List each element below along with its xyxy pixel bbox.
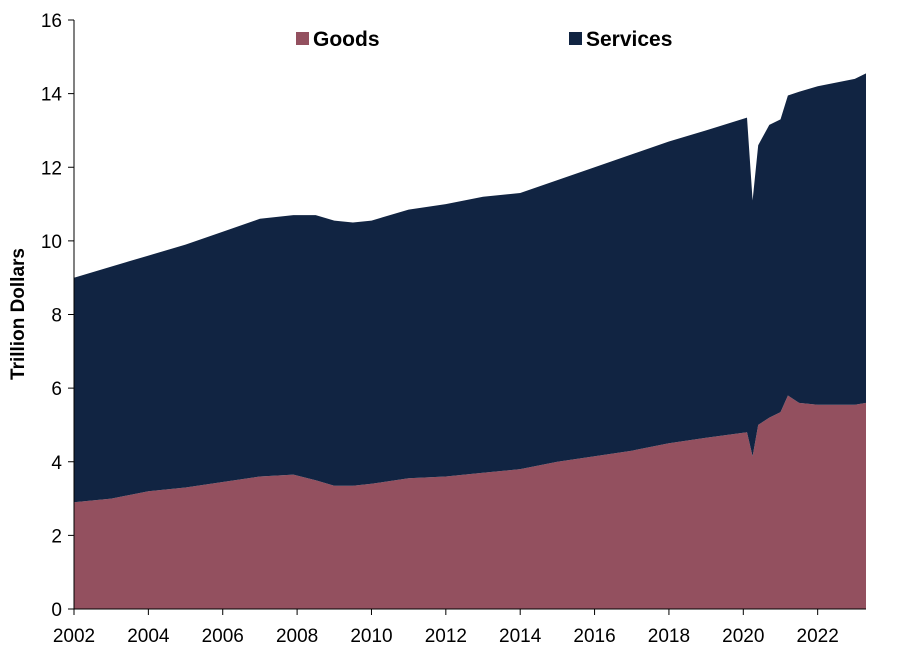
area-series-goods bbox=[74, 395, 866, 609]
x-tick-label-2020: 2020 bbox=[722, 626, 764, 647]
y-axis-title: Trillion Dollars bbox=[8, 248, 29, 380]
area-series-services bbox=[74, 73, 866, 503]
y-tick-label-10: 10 bbox=[41, 232, 62, 253]
legend-swatch-services bbox=[569, 32, 582, 45]
x-tick-label-2006: 2006 bbox=[202, 626, 244, 647]
y-tick-label-16: 16 bbox=[41, 11, 62, 32]
y-tick-label-0: 0 bbox=[51, 600, 62, 621]
x-tick-label-2014: 2014 bbox=[499, 626, 542, 647]
x-tick-label-2022: 2022 bbox=[797, 626, 839, 647]
legend: Goods Services bbox=[296, 28, 672, 51]
x-tick-label-2004: 2004 bbox=[127, 626, 170, 647]
y-tick-label-8: 8 bbox=[51, 306, 62, 327]
x-tick-label-2010: 2010 bbox=[350, 626, 392, 647]
legend-label-goods: Goods bbox=[313, 28, 380, 51]
legend-swatch-goods bbox=[296, 32, 309, 45]
y-tick-label-12: 12 bbox=[41, 158, 62, 179]
y-tick-label-4: 4 bbox=[51, 453, 62, 474]
x-tick-label-2012: 2012 bbox=[425, 626, 467, 647]
x-tick-label-2018: 2018 bbox=[648, 626, 690, 647]
x-tick-label-2008: 2008 bbox=[276, 626, 318, 647]
legend-label-services: Services bbox=[586, 28, 672, 51]
y-tick-label-14: 14 bbox=[41, 85, 63, 106]
area-layer bbox=[74, 73, 866, 609]
x-tick-label-2016: 2016 bbox=[573, 626, 615, 647]
x-tick-label-2002: 2002 bbox=[53, 626, 95, 647]
axes-layer: 0 2 4 6 8 10 12 14 16 2002 2004 2006 2008 2010 2012 201… bbox=[41, 11, 866, 647]
y-tick-label-2: 2 bbox=[51, 526, 62, 547]
y-tick-label-6: 6 bbox=[51, 379, 62, 400]
